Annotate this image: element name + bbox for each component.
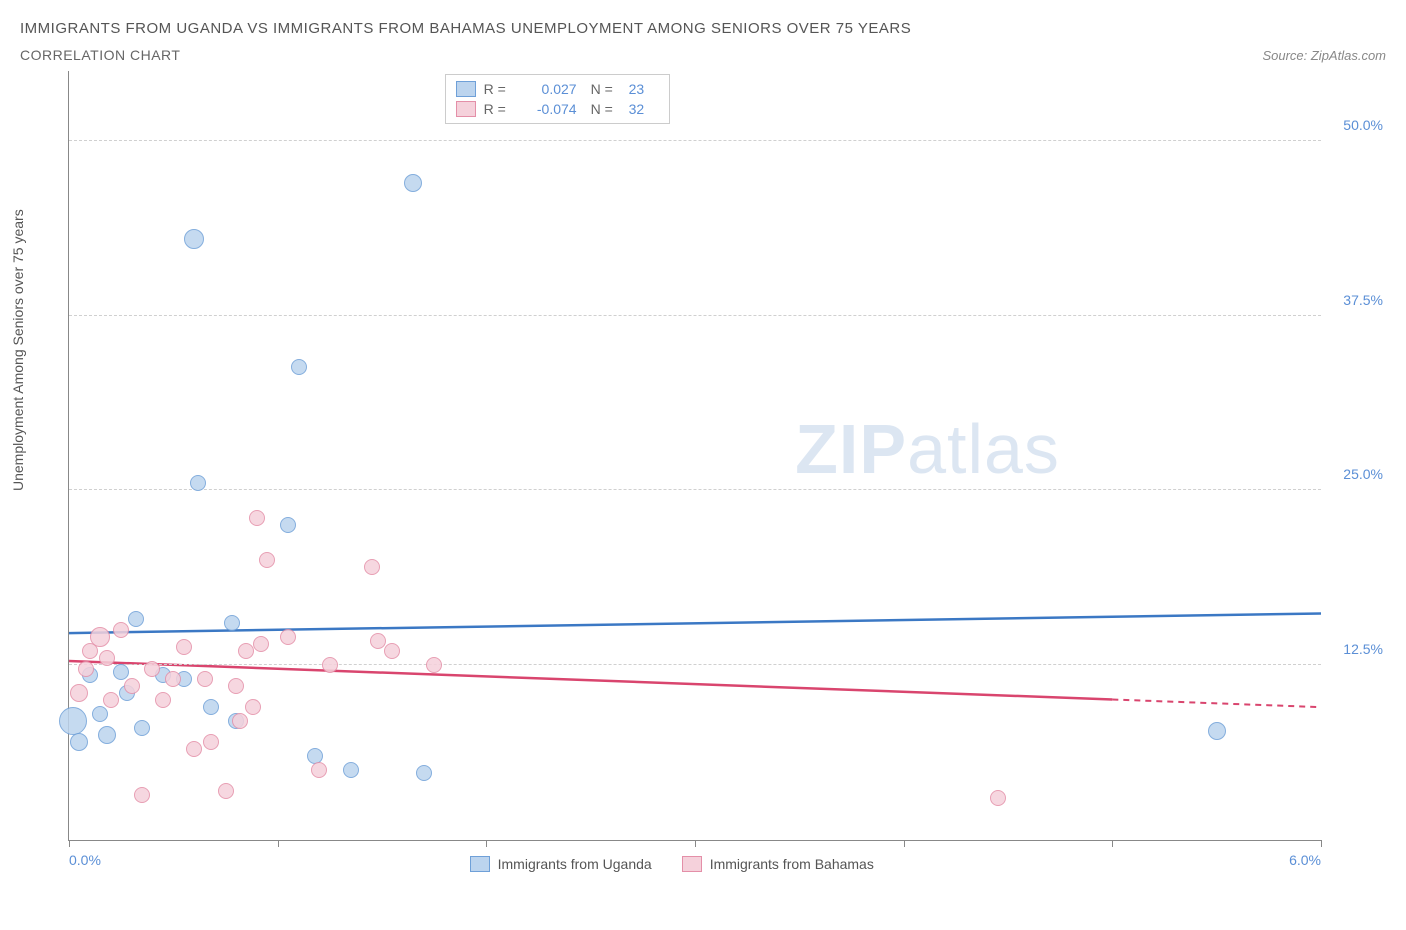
r-label: R = xyxy=(484,81,514,97)
trend-lines xyxy=(69,71,1321,840)
data-point-bahamas xyxy=(134,787,150,803)
data-point-bahamas xyxy=(364,559,380,575)
y-tick-label: 37.5% xyxy=(1343,292,1383,308)
data-point-uganda xyxy=(98,726,116,744)
data-point-uganda xyxy=(1208,722,1226,740)
data-point-bahamas xyxy=(322,657,338,673)
data-point-bahamas xyxy=(370,633,386,649)
x-tick xyxy=(278,840,279,847)
data-point-uganda xyxy=(291,359,307,375)
x-tick xyxy=(69,840,70,847)
chart-title: IMMIGRANTS FROM UGANDA VS IMMIGRANTS FRO… xyxy=(20,20,1386,37)
legend-item-bahamas: Immigrants from Bahamas xyxy=(682,856,874,872)
n-label: N = xyxy=(591,101,621,117)
gridline xyxy=(69,664,1321,665)
data-point-bahamas xyxy=(78,661,94,677)
data-point-uganda xyxy=(113,664,129,680)
data-point-bahamas xyxy=(280,629,296,645)
data-point-bahamas xyxy=(245,699,261,715)
data-point-bahamas xyxy=(311,762,327,778)
x-tick xyxy=(486,840,487,847)
legend-row-bahamas: R = -0.074 N = 32 xyxy=(456,99,659,119)
gridline xyxy=(69,315,1321,316)
data-point-uganda xyxy=(224,615,240,631)
data-point-bahamas xyxy=(70,684,88,702)
y-tick-label: 25.0% xyxy=(1343,466,1383,482)
data-point-bahamas xyxy=(259,552,275,568)
watermark: ZIPatlas xyxy=(795,409,1060,489)
plot-area: ZIPatlas R =0.027N =23R =-0.074N =32 Imm… xyxy=(68,71,1321,841)
gridline xyxy=(69,489,1321,490)
data-point-uganda xyxy=(416,765,432,781)
data-point-bahamas xyxy=(103,692,119,708)
data-point-uganda xyxy=(404,174,422,192)
n-label: N = xyxy=(591,81,621,97)
legend-label: Immigrants from Bahamas xyxy=(710,856,874,872)
data-point-bahamas xyxy=(218,783,234,799)
swatch-bahamas xyxy=(456,101,476,117)
data-point-uganda xyxy=(190,475,206,491)
data-point-bahamas xyxy=(124,678,140,694)
data-point-uganda xyxy=(280,517,296,533)
chart-subtitle: CORRELATION CHART xyxy=(20,47,180,63)
source-label: Source: ZipAtlas.com xyxy=(1262,48,1386,63)
legend-item-uganda: Immigrants from Uganda xyxy=(470,856,652,872)
x-tick xyxy=(1321,840,1322,847)
data-point-bahamas xyxy=(90,627,110,647)
data-point-bahamas xyxy=(990,790,1006,806)
legend-correlation: R = 0.027 N = 23 R = -0.074 N = 32 xyxy=(445,74,670,124)
x-tick xyxy=(695,840,696,847)
data-point-bahamas xyxy=(232,713,248,729)
x-tick xyxy=(1112,840,1113,847)
data-point-uganda xyxy=(184,229,204,249)
legend-row-uganda: R = 0.027 N = 23 xyxy=(456,79,659,99)
data-point-bahamas xyxy=(113,622,129,638)
y-tick-label: 12.5% xyxy=(1343,641,1383,657)
x-tick-label: 0.0% xyxy=(69,852,101,868)
data-point-bahamas xyxy=(165,671,181,687)
chart-container: IMMIGRANTS FROM UGANDA VS IMMIGRANTS FRO… xyxy=(20,20,1386,881)
n-value: 32 xyxy=(629,101,659,117)
swatch-uganda xyxy=(470,856,490,872)
data-point-bahamas xyxy=(249,510,265,526)
watermark-atlas: atlas xyxy=(907,410,1060,488)
r-value: -0.074 xyxy=(522,101,577,117)
swatch-uganda xyxy=(456,81,476,97)
data-point-uganda xyxy=(128,611,144,627)
data-point-uganda xyxy=(203,699,219,715)
subtitle-row: CORRELATION CHART Source: ZipAtlas.com xyxy=(20,47,1386,63)
r-label: R = xyxy=(484,101,514,117)
swatch-bahamas xyxy=(682,856,702,872)
n-value: 23 xyxy=(629,81,659,97)
data-point-bahamas xyxy=(186,741,202,757)
x-tick xyxy=(904,840,905,847)
data-point-bahamas xyxy=(155,692,171,708)
data-point-uganda xyxy=(134,720,150,736)
data-point-bahamas xyxy=(197,671,213,687)
r-value: 0.027 xyxy=(522,81,577,97)
watermark-zip: ZIP xyxy=(795,410,907,488)
y-axis-label: Unemployment Among Seniors over 75 years xyxy=(10,209,26,491)
data-point-bahamas xyxy=(384,643,400,659)
data-point-bahamas xyxy=(253,636,269,652)
data-point-bahamas xyxy=(176,639,192,655)
y-tick-label: 50.0% xyxy=(1343,117,1383,133)
data-point-uganda xyxy=(70,733,88,751)
data-point-bahamas xyxy=(228,678,244,694)
data-point-bahamas xyxy=(238,643,254,659)
data-point-uganda xyxy=(92,706,108,722)
legend-label: Immigrants from Uganda xyxy=(498,856,652,872)
data-point-uganda xyxy=(59,707,87,735)
x-tick-label: 6.0% xyxy=(1289,852,1321,868)
data-point-uganda xyxy=(343,762,359,778)
data-point-bahamas xyxy=(203,734,219,750)
data-point-bahamas xyxy=(144,661,160,677)
chart-wrapper: Unemployment Among Seniors over 75 years… xyxy=(20,71,1386,881)
data-point-bahamas xyxy=(99,650,115,666)
legend-series: Immigrants from Uganda Immigrants from Ba… xyxy=(470,856,874,872)
data-point-bahamas xyxy=(426,657,442,673)
gridline xyxy=(69,140,1321,141)
